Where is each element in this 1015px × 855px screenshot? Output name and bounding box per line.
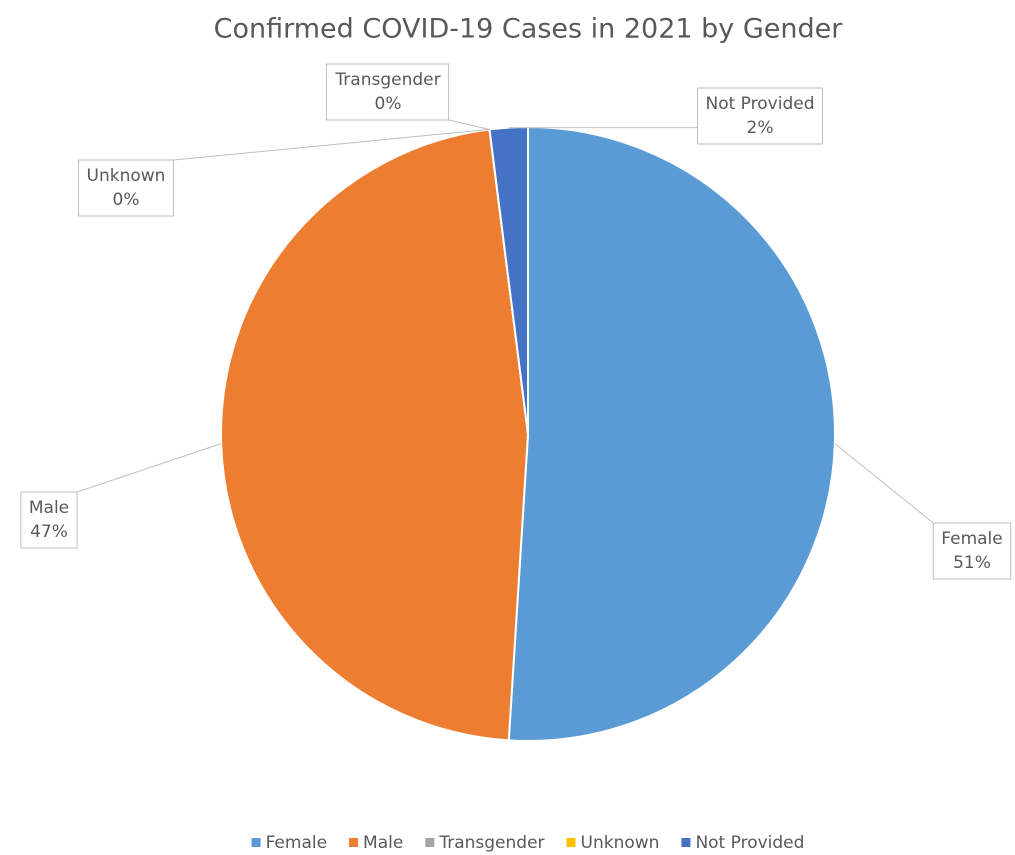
label-category: Female — [941, 529, 1002, 549]
data-label: Not Provided 2% — [697, 87, 823, 145]
chart-title: Confirmed COVID-19 Cases in 2021 by Gend… — [214, 14, 844, 45]
data-label: Transgender 0% — [325, 63, 450, 121]
legend-label: Not Provided — [695, 833, 804, 853]
leader-line — [448, 119, 490, 130]
label-category: Not Provided — [706, 94, 815, 114]
label-category: Transgender — [334, 70, 440, 90]
label-value: 51% — [953, 553, 991, 573]
legend-label: Unknown — [581, 833, 660, 853]
label-box — [932, 522, 1012, 580]
label-category: Unknown — [87, 166, 166, 186]
label-box — [325, 63, 450, 121]
label-category: Male — [29, 498, 69, 518]
legend-swatch — [425, 838, 435, 847]
data-label: Male 47% — [20, 491, 78, 549]
label-value: 47% — [30, 522, 68, 542]
legend-swatch — [566, 838, 576, 847]
legend-swatch — [349, 838, 359, 847]
legend-label: Female — [266, 833, 327, 853]
label-value: 2% — [747, 118, 774, 138]
label-box — [20, 491, 78, 549]
legend: Female Male Transgender Unknown Not Provided — [251, 833, 804, 853]
leader-line — [76, 443, 222, 493]
label-value: 0% — [113, 190, 140, 210]
data-label: Female 51% — [932, 522, 1012, 580]
pie-slice — [507, 125, 836, 742]
pie-slice — [220, 128, 530, 742]
leader-line — [173, 128, 490, 161]
leader-line — [834, 443, 934, 524]
label-box — [697, 87, 823, 145]
data-label: Unknown 0% — [78, 159, 174, 217]
legend-label: Male — [363, 833, 403, 853]
label-value: 0% — [375, 94, 402, 114]
label-box — [78, 159, 174, 217]
legend-label: Transgender — [438, 833, 544, 853]
legend-swatch — [681, 838, 691, 847]
legend-swatch — [251, 838, 261, 847]
